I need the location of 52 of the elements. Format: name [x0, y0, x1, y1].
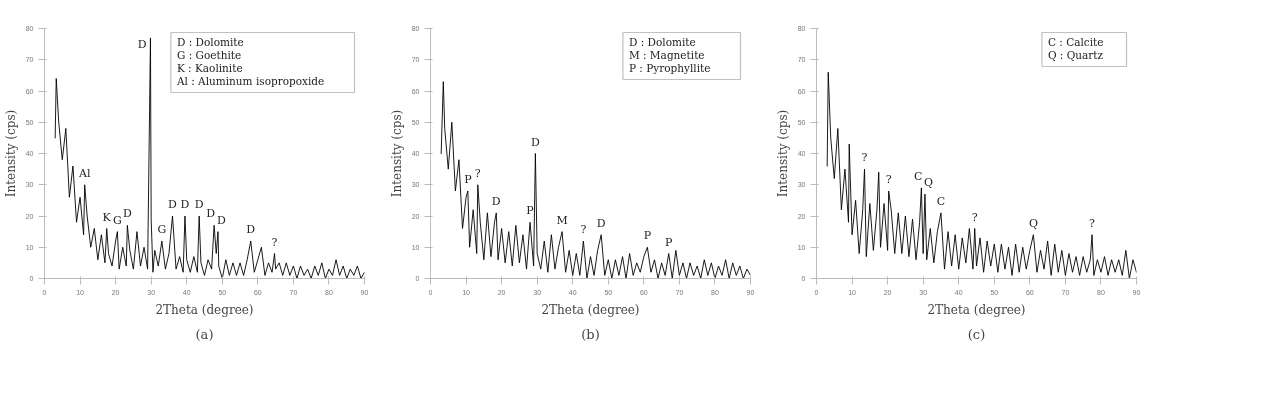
annotation: P — [643, 229, 652, 243]
y-axis-title: Intensity (cps) — [3, 109, 18, 198]
annotation: Q — [1028, 216, 1038, 230]
y-axis-title: Intensity (cps) — [389, 109, 404, 198]
annotation: ? — [1089, 216, 1096, 230]
annotation: ? — [474, 166, 481, 180]
line-series — [826, 71, 1137, 279]
annotation: D — [530, 135, 540, 149]
text: (a) — [195, 326, 214, 342]
annotation: G — [113, 213, 122, 227]
text: (c) — [967, 326, 986, 342]
x-axis-title: 2Theta (degree) — [155, 302, 254, 317]
annotation: G — [157, 223, 167, 236]
annotation: P — [464, 173, 473, 186]
annotation: Q : Quartz — [1047, 48, 1104, 61]
annotation: ? — [580, 223, 587, 236]
annotation: C — [936, 194, 946, 208]
annotation: ? — [971, 210, 978, 224]
annotation: ? — [861, 151, 868, 165]
annotation: D : Dolomite — [176, 35, 244, 48]
annotation: C — [913, 169, 923, 183]
y-axis-title: Intensity (cps) — [775, 109, 790, 198]
annotation: D — [206, 207, 216, 221]
annotation: D — [596, 216, 606, 230]
annotation: Q — [923, 176, 933, 190]
line-series — [54, 37, 365, 279]
annotation: G : Goethite — [176, 48, 242, 61]
x-axis-title: 2Theta (degree) — [927, 302, 1026, 317]
annotation: Al : Aluminum isopropoxide — [175, 74, 325, 87]
annotation: P — [665, 235, 674, 249]
annotation: D — [491, 194, 501, 208]
annotation: M : Magnetite — [628, 48, 705, 61]
annotation: D — [194, 198, 204, 211]
annotation: K : Kaolinite — [176, 61, 243, 74]
annotation: ? — [885, 173, 892, 186]
annotation: D — [137, 37, 147, 51]
annotation: C : Calcite — [1047, 35, 1104, 48]
x-axis-title: 2Theta (degree) — [541, 302, 640, 317]
text: (b) — [581, 326, 600, 342]
annotation: D — [217, 213, 227, 227]
line-series — [440, 81, 751, 279]
annotation: D — [168, 198, 178, 211]
annotation: D — [246, 223, 256, 236]
annotation: D — [180, 198, 190, 211]
annotation: K — [102, 210, 112, 224]
annotation: ? — [271, 235, 278, 249]
annotation: P : Pyrophyllite — [628, 61, 711, 74]
annotation: P — [526, 204, 535, 218]
annotation: M — [556, 213, 568, 227]
annotation: D : Dolomite — [628, 35, 696, 48]
annotation: D — [122, 207, 132, 221]
annotation: Al — [77, 166, 91, 180]
